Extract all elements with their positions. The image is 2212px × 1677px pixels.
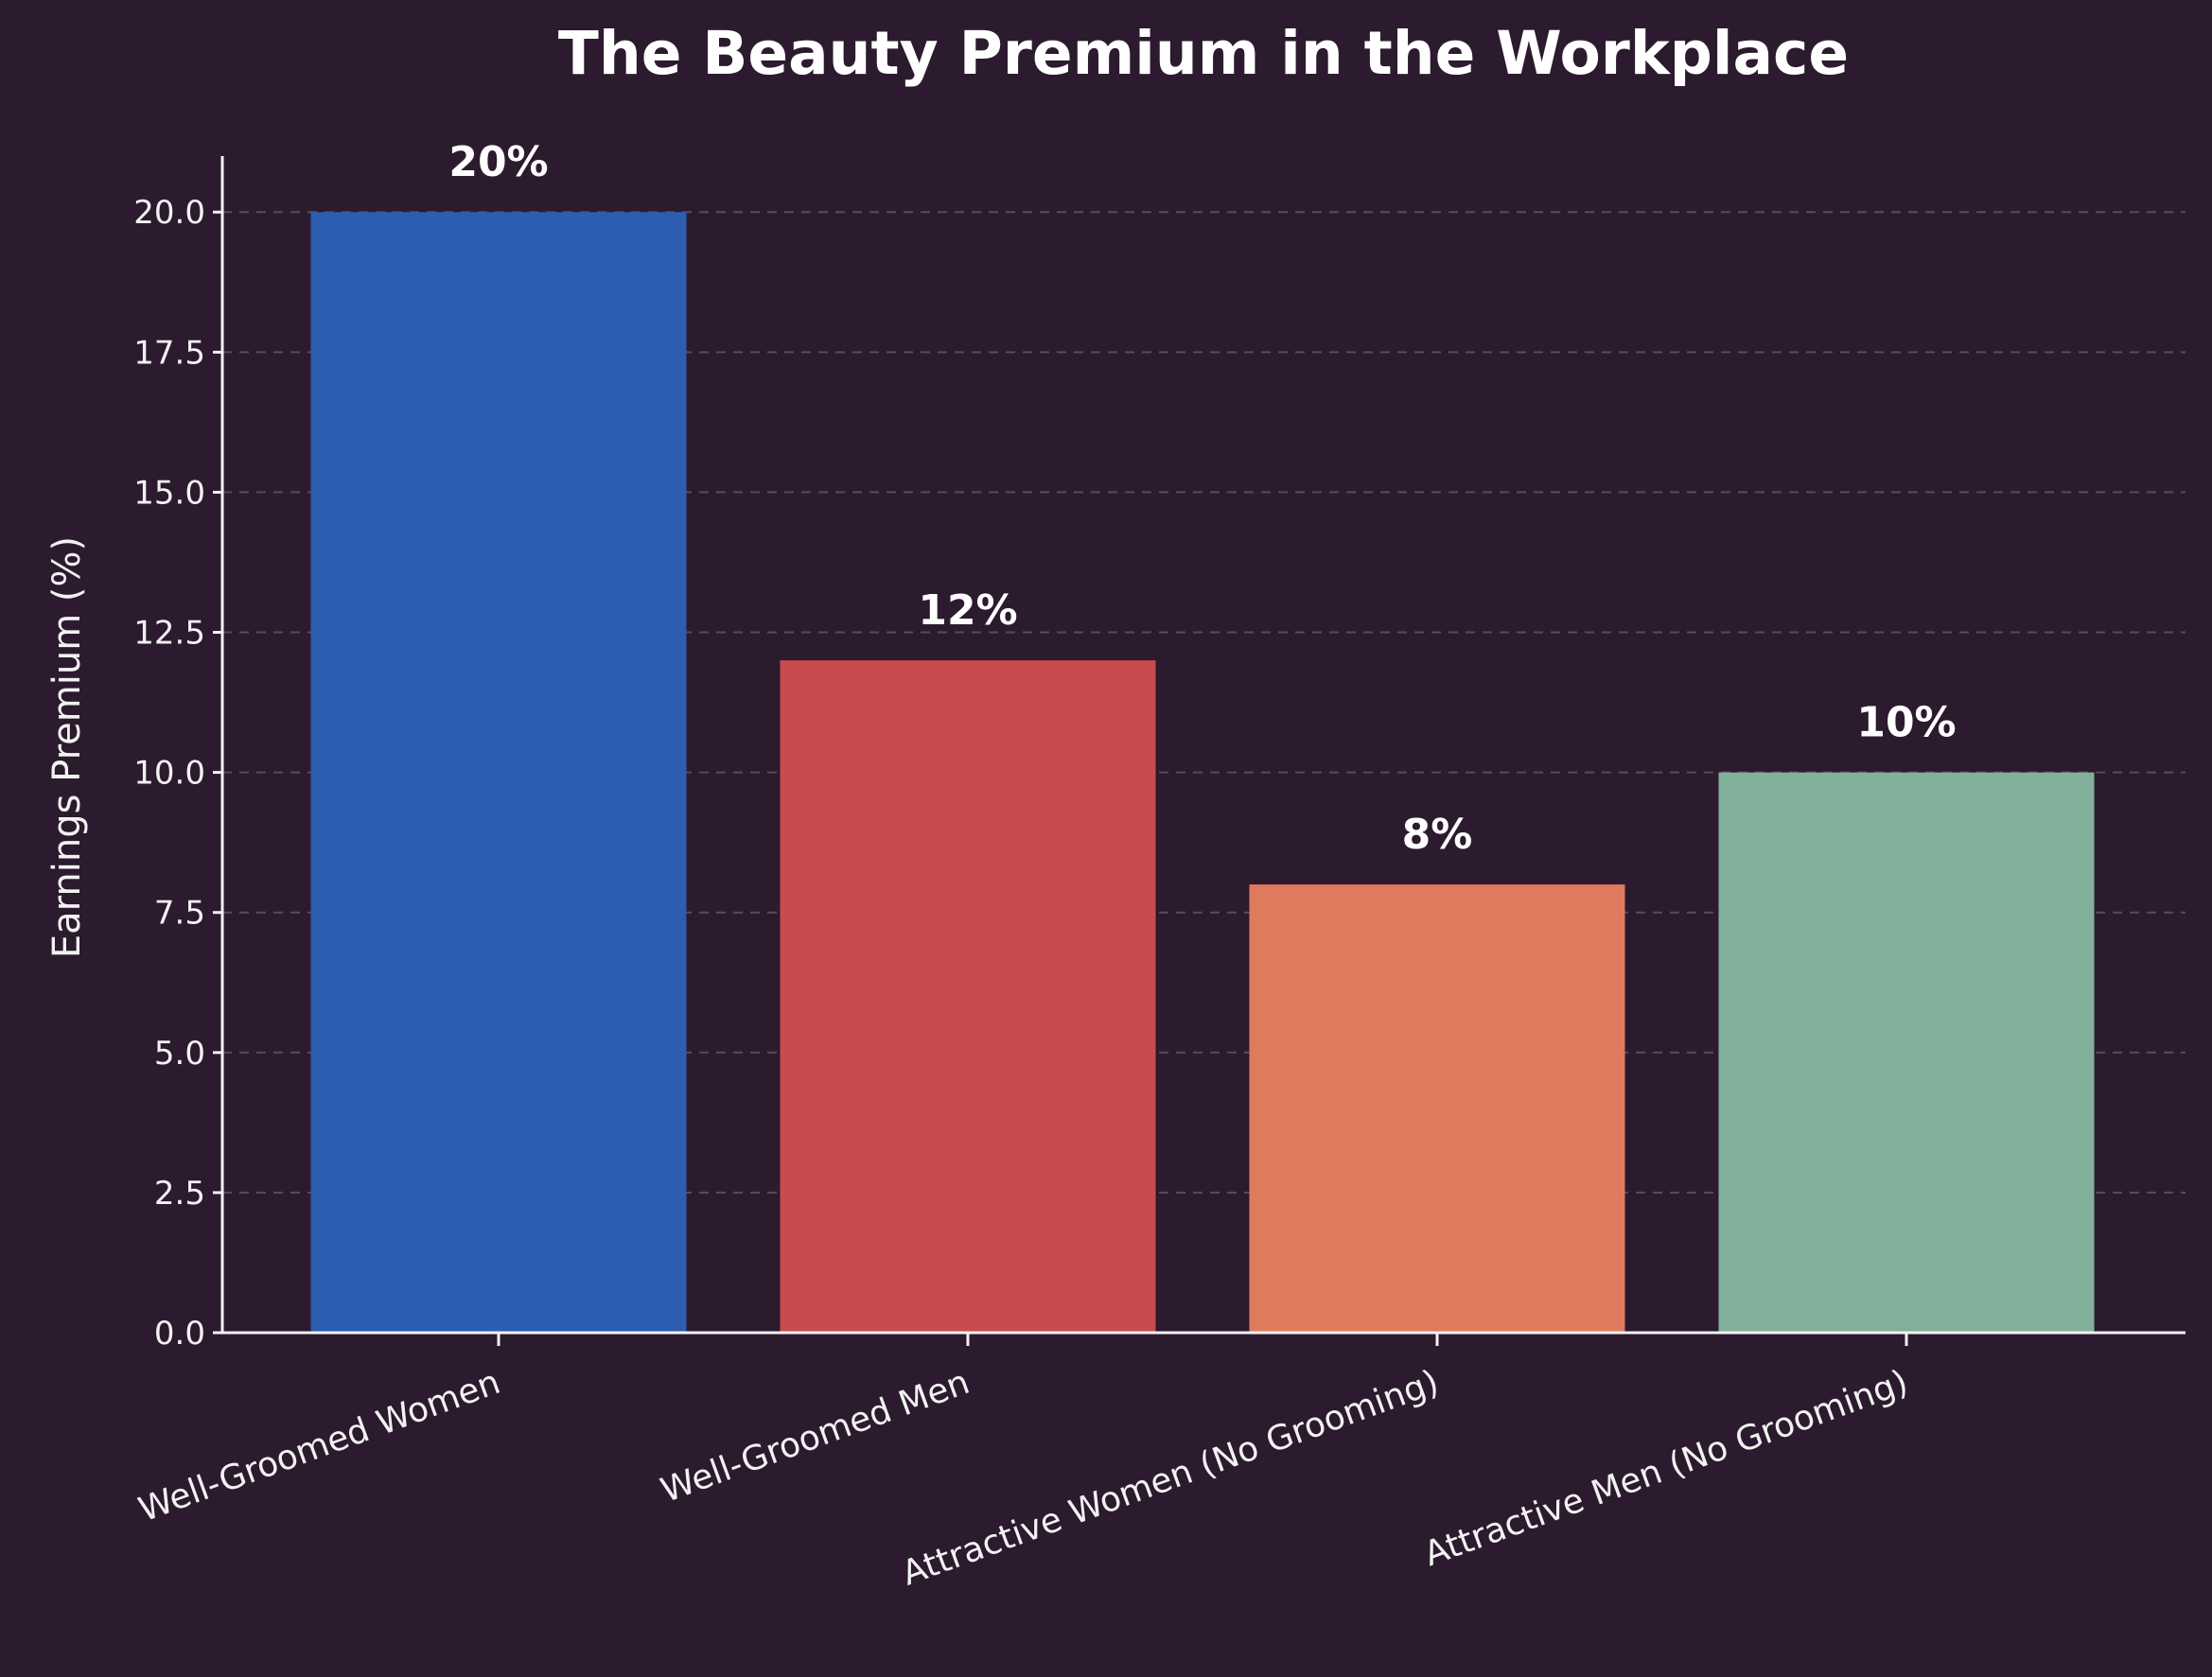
x-ticks: Well-Groomed Women Well-Groomed MenAttrac… bbox=[133, 1333, 1913, 1594]
bars bbox=[310, 212, 2095, 1334]
y-axis-label: Earnings Premium (%) bbox=[45, 536, 89, 958]
value-labels: 20% 12% 8% 10% bbox=[448, 138, 1956, 859]
bar bbox=[310, 212, 687, 1334]
bar bbox=[780, 660, 1156, 1333]
bar-value-label: 12% bbox=[918, 586, 1017, 635]
bar-value-label: 10% bbox=[1856, 699, 1956, 747]
chart-title: The Beauty Premium in the Workplace bbox=[558, 19, 1849, 88]
y-tick-label: 12.5 bbox=[133, 615, 205, 653]
bar bbox=[1718, 772, 2095, 1333]
y-tick-label: 0.0 bbox=[154, 1315, 205, 1353]
bar-value-label: 20% bbox=[448, 138, 548, 186]
y-tick-label: 20.0 bbox=[133, 194, 205, 232]
bar-value-label: 8% bbox=[1402, 811, 1473, 859]
y-tick-label: 15.0 bbox=[133, 474, 205, 512]
y-tick-label: 7.5 bbox=[154, 895, 205, 933]
x-tick-label: Well-Groomed Men bbox=[656, 1363, 974, 1511]
y-ticks: 0.0 2.5 5.0 7.5 10.0 12.5 15.0 17.5 20.0 bbox=[133, 194, 222, 1353]
x-tick-label: Attractive Men (No Grooming) bbox=[1419, 1363, 1913, 1574]
y-tick-label: 17.5 bbox=[133, 334, 205, 372]
y-tick-label: 10.0 bbox=[133, 755, 205, 793]
x-tick-label: Well-Groomed Women bbox=[133, 1363, 505, 1529]
bar bbox=[1249, 884, 1625, 1333]
x-tick-label: Attractive Women (No Grooming) bbox=[897, 1363, 1444, 1594]
y-tick-label: 5.0 bbox=[154, 1035, 205, 1073]
y-tick-label: 2.5 bbox=[154, 1175, 205, 1213]
